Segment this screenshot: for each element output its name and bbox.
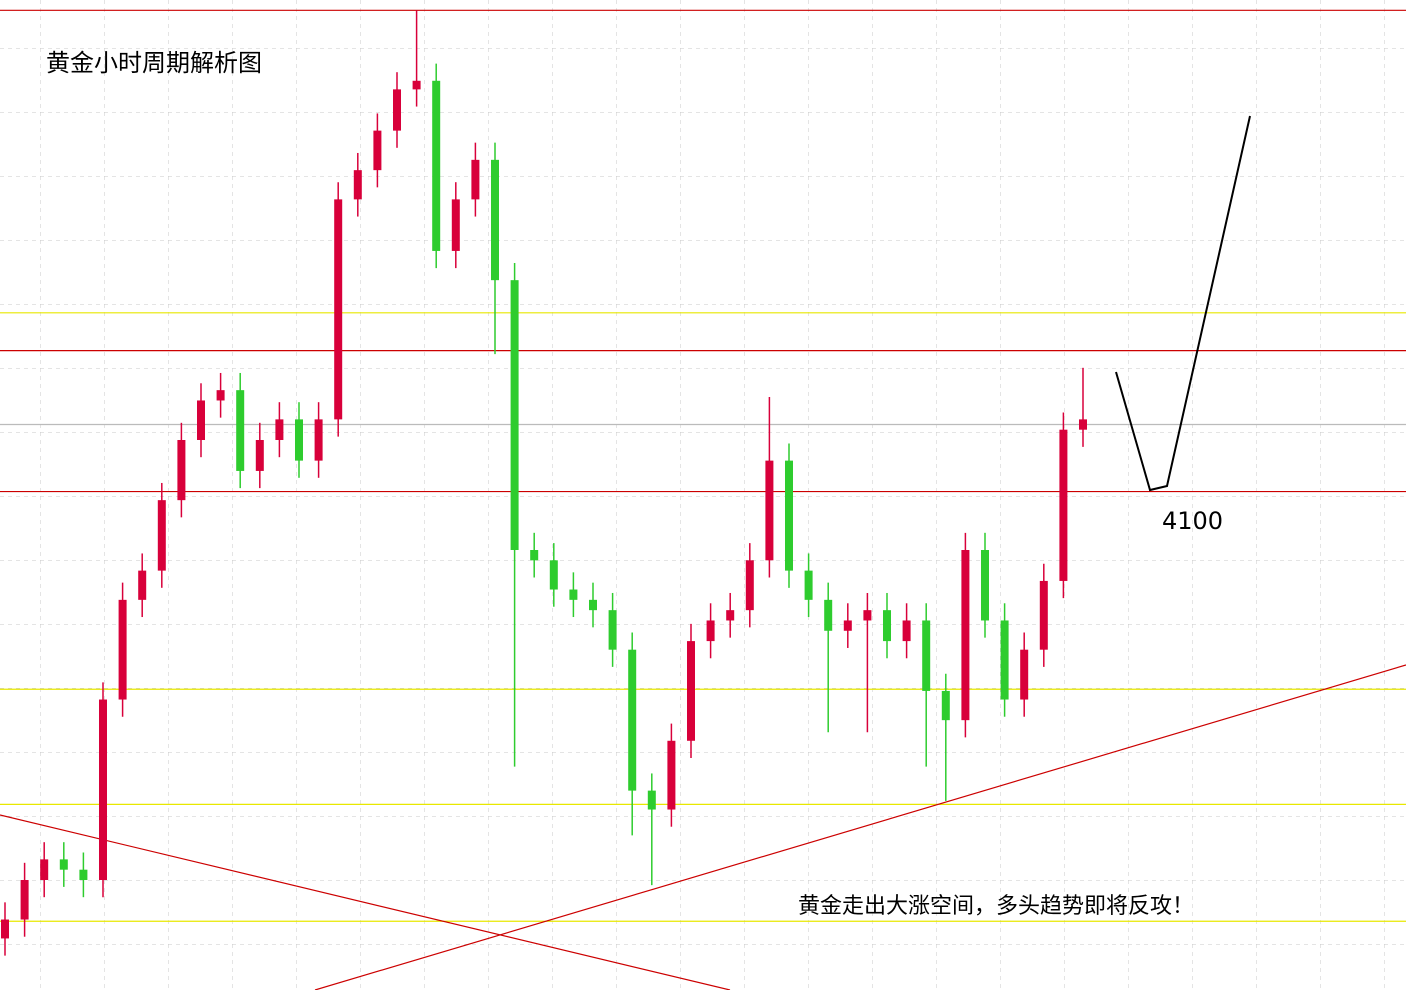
candle-body bbox=[824, 599, 833, 631]
candle-body bbox=[687, 641, 695, 741]
candle-body bbox=[59, 859, 68, 870]
candle-body bbox=[393, 89, 401, 131]
candle-body bbox=[451, 199, 460, 251]
candle-body bbox=[491, 159, 499, 281]
candle-body bbox=[255, 440, 264, 471]
candle-body bbox=[765, 460, 774, 561]
candle-body bbox=[530, 550, 539, 561]
trend-line bbox=[0, 814, 731, 990]
candle-body bbox=[667, 740, 676, 810]
candle-body bbox=[1000, 620, 1009, 700]
candle-body bbox=[295, 419, 303, 461]
level-label: 4100 bbox=[1162, 507, 1223, 535]
candle-body bbox=[569, 589, 578, 600]
candle-body bbox=[647, 790, 656, 810]
candle-body bbox=[353, 170, 362, 200]
candle-body bbox=[1, 919, 9, 939]
candle-body bbox=[197, 400, 205, 440]
candle-body bbox=[236, 390, 245, 471]
candle-body bbox=[961, 550, 970, 721]
candle-body bbox=[922, 620, 931, 691]
candle-body bbox=[785, 460, 793, 571]
candle-body bbox=[1020, 649, 1029, 700]
candle-body bbox=[334, 199, 343, 420]
candle-body bbox=[138, 570, 147, 600]
candle-body bbox=[471, 159, 480, 200]
candles bbox=[1, 10, 1087, 956]
candle-body bbox=[412, 80, 421, 90]
candle-body bbox=[589, 599, 597, 611]
candle-body bbox=[275, 419, 284, 440]
candle-body bbox=[373, 130, 382, 171]
candle-body bbox=[883, 610, 891, 642]
chart-title: 黄金小时周期解析图 bbox=[46, 49, 262, 77]
candle-body bbox=[843, 620, 852, 631]
candle-body bbox=[608, 610, 617, 650]
trend-line bbox=[314, 664, 1406, 990]
candle-body bbox=[157, 500, 166, 571]
candle-body bbox=[549, 560, 558, 590]
candle-body bbox=[99, 699, 107, 880]
candle-body bbox=[902, 620, 911, 642]
candle-body bbox=[118, 599, 127, 700]
candle-body bbox=[726, 610, 735, 621]
candle-body bbox=[1079, 419, 1087, 430]
candle-body bbox=[863, 610, 872, 621]
candle-body bbox=[79, 869, 88, 880]
levels bbox=[0, 9, 1406, 922]
candle-body bbox=[745, 560, 754, 611]
candle-body bbox=[40, 859, 49, 880]
candle-body bbox=[1039, 580, 1048, 650]
forecast-path bbox=[1115, 115, 1251, 492]
candle-body bbox=[628, 649, 637, 791]
candle-body bbox=[941, 690, 950, 721]
candle-body bbox=[177, 440, 186, 501]
candle-body bbox=[20, 880, 29, 920]
candle-body bbox=[981, 550, 989, 621]
candle-body bbox=[1059, 429, 1068, 581]
candle-body bbox=[432, 80, 441, 251]
candle-body bbox=[804, 570, 813, 600]
annotation: 黄金走出大涨空间，多头趋势即将反攻！ bbox=[798, 894, 1194, 919]
candle-body bbox=[706, 620, 715, 642]
candle-body bbox=[510, 280, 519, 550]
candle-body bbox=[314, 419, 323, 461]
candle-body bbox=[216, 390, 225, 401]
